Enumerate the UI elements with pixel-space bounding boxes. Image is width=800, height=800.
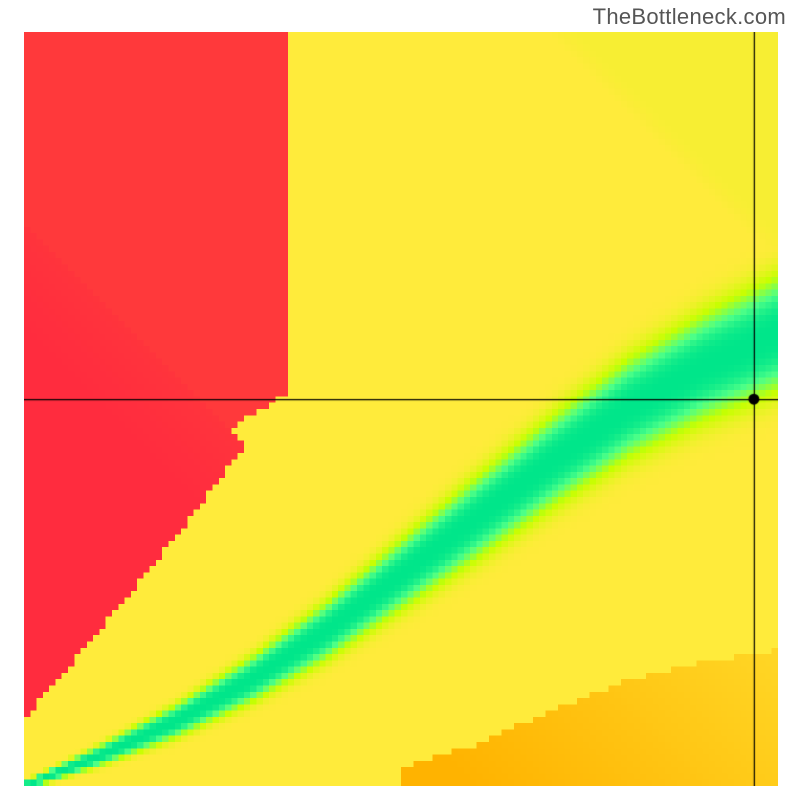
watermark-text: TheBottleneck.com (593, 4, 786, 30)
heatmap-canvas (24, 32, 778, 786)
chart-container: TheBottleneck.com (0, 0, 800, 800)
